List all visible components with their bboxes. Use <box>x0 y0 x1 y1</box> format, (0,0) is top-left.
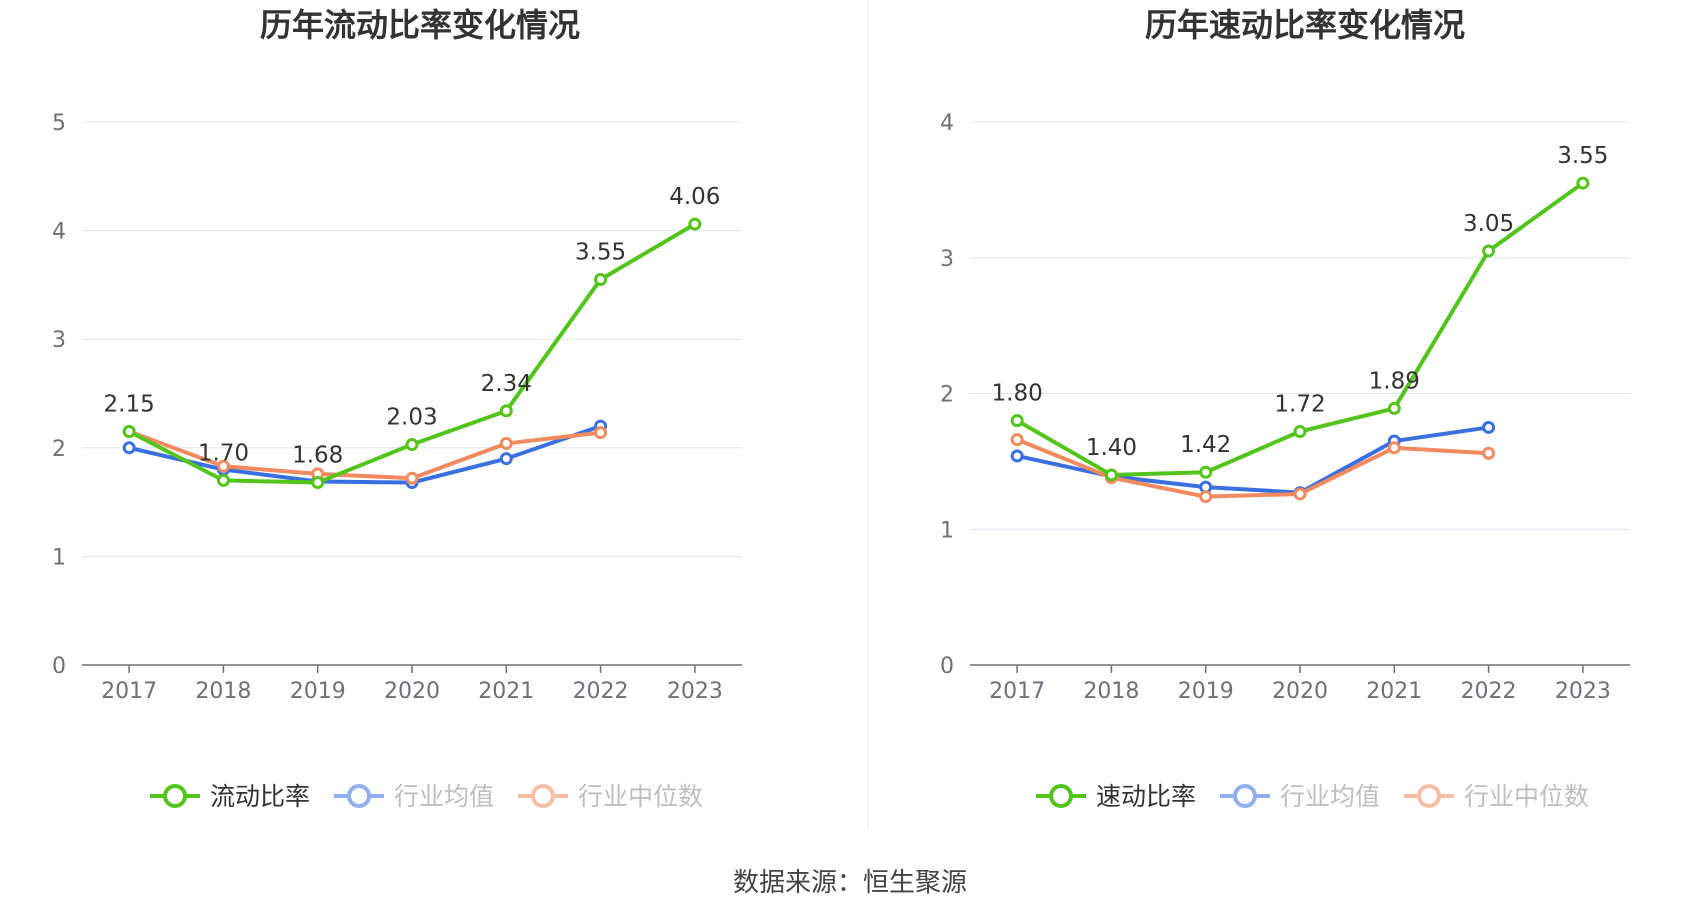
data-point[interactable] <box>1199 490 1213 504</box>
legend-marker <box>163 784 187 808</box>
data-point[interactable] <box>594 272 608 286</box>
legend-label: 行业均值 <box>394 782 494 811</box>
data-point[interactable] <box>1576 176 1590 190</box>
x-tick-label: 2020 <box>384 679 440 704</box>
series-line-2 <box>128 424 602 485</box>
y-tick-label: 1 <box>52 545 66 570</box>
y-tick-label: 0 <box>940 654 954 679</box>
x-tick-label: 2022 <box>573 679 629 704</box>
legend-marker <box>347 784 371 808</box>
y-tick-label: 3 <box>52 328 66 353</box>
legend-item-2[interactable]: 行业均值 <box>334 782 494 811</box>
data-label: 1.68 <box>292 443 343 469</box>
data-point[interactable] <box>405 438 419 452</box>
data-point[interactable] <box>499 404 513 418</box>
data-label: 1.40 <box>1086 435 1137 461</box>
data-label: 2.15 <box>104 392 155 418</box>
data-label: 1.72 <box>1274 392 1325 418</box>
data-point[interactable] <box>1010 433 1024 447</box>
data-point[interactable] <box>122 441 136 455</box>
data-point[interactable] <box>216 459 230 473</box>
data-point[interactable] <box>1482 446 1496 460</box>
x-tick-label: 2022 <box>1461 679 1517 704</box>
legend-label: 行业中位数 <box>578 782 703 811</box>
legend-label: 速动比率 <box>1096 782 1196 811</box>
data-point[interactable] <box>1387 441 1401 455</box>
data-point[interactable] <box>122 425 136 439</box>
data-point[interactable] <box>1482 420 1496 434</box>
series-line-3 <box>1016 437 1489 499</box>
data-point[interactable] <box>688 217 702 231</box>
legend-marker <box>1417 784 1441 808</box>
legend-label: 行业中位数 <box>1464 782 1589 811</box>
chart-title: 历年流动比率变化情况 <box>260 6 580 44</box>
y-tick-label: 0 <box>52 654 66 679</box>
data-label: 1.42 <box>1180 432 1231 458</box>
data-label: 1.70 <box>198 440 249 466</box>
data-label: 1.89 <box>1369 368 1420 394</box>
y-tick-label: 2 <box>52 437 66 462</box>
legend-item-1[interactable]: 流动比率 <box>150 782 310 811</box>
data-point[interactable] <box>405 471 419 485</box>
series-line-3 <box>128 429 601 481</box>
data-point[interactable] <box>1293 487 1307 501</box>
data-point[interactable] <box>1010 414 1024 428</box>
data-label: 3.05 <box>1463 211 1514 237</box>
data-label: 3.55 <box>1557 143 1608 169</box>
y-tick-label: 1 <box>940 518 954 543</box>
x-tick-label: 2020 <box>1272 679 1328 704</box>
y-tick-label: 4 <box>940 111 954 136</box>
x-tick-label: 2021 <box>1366 679 1422 704</box>
data-label: 4.06 <box>669 184 720 210</box>
data-point[interactable] <box>1293 425 1307 439</box>
legend-marker <box>531 784 555 808</box>
x-tick-label: 2019 <box>290 679 346 704</box>
data-point[interactable] <box>311 476 325 490</box>
data-label: 1.80 <box>992 381 1043 407</box>
y-tick-label: 2 <box>940 383 954 408</box>
legend-item-3[interactable]: 行业中位数 <box>518 782 703 811</box>
data-point[interactable] <box>1199 465 1213 479</box>
x-tick-label: 2023 <box>667 679 723 704</box>
data-point[interactable] <box>499 436 513 450</box>
legend-item-2[interactable]: 行业均值 <box>1220 782 1380 811</box>
data-point[interactable] <box>1387 401 1401 415</box>
data-label: 2.34 <box>481 371 532 397</box>
x-tick-label: 2017 <box>989 679 1045 704</box>
data-point[interactable] <box>1482 244 1496 258</box>
chart-1: 历年流动比率变化情况 0 1 2 3 4 5 2017 2018 2019 2020 2021 2022… <box>52 6 742 811</box>
y-tick-label: 4 <box>52 220 66 245</box>
data-point[interactable] <box>216 473 230 487</box>
y-tick-label: 5 <box>52 111 66 136</box>
x-tick-label: 2023 <box>1555 679 1611 704</box>
legend-label: 流动比率 <box>210 782 310 811</box>
chart-2: 历年速动比率变化情况 0 1 2 3 4 2017 2018 2019 2020 2021 2022 2… <box>940 6 1630 811</box>
x-tick-label: 2017 <box>101 679 157 704</box>
data-point[interactable] <box>594 426 608 440</box>
data-point[interactable] <box>1010 449 1024 463</box>
x-tick-label: 2021 <box>478 679 534 704</box>
x-tick-label: 2018 <box>1083 679 1139 704</box>
legend-marker <box>1049 784 1073 808</box>
x-tick-label: 2019 <box>1178 679 1234 704</box>
data-source-note: 数据来源：恒生聚源 <box>732 868 967 898</box>
y-tick-label: 3 <box>940 247 954 272</box>
legend-item-3[interactable]: 行业中位数 <box>1404 782 1589 811</box>
legend-marker <box>1233 784 1257 808</box>
data-label: 3.55 <box>575 239 626 265</box>
data-point[interactable] <box>1104 468 1118 482</box>
legend-label: 行业均值 <box>1280 782 1380 811</box>
x-tick-label: 2018 <box>195 679 251 704</box>
legend-item-1[interactable]: 速动比率 <box>1036 782 1196 811</box>
data-label: 2.03 <box>386 405 437 431</box>
data-point[interactable] <box>499 452 513 466</box>
chart-title: 历年速动比率变化情况 <box>1145 6 1465 44</box>
